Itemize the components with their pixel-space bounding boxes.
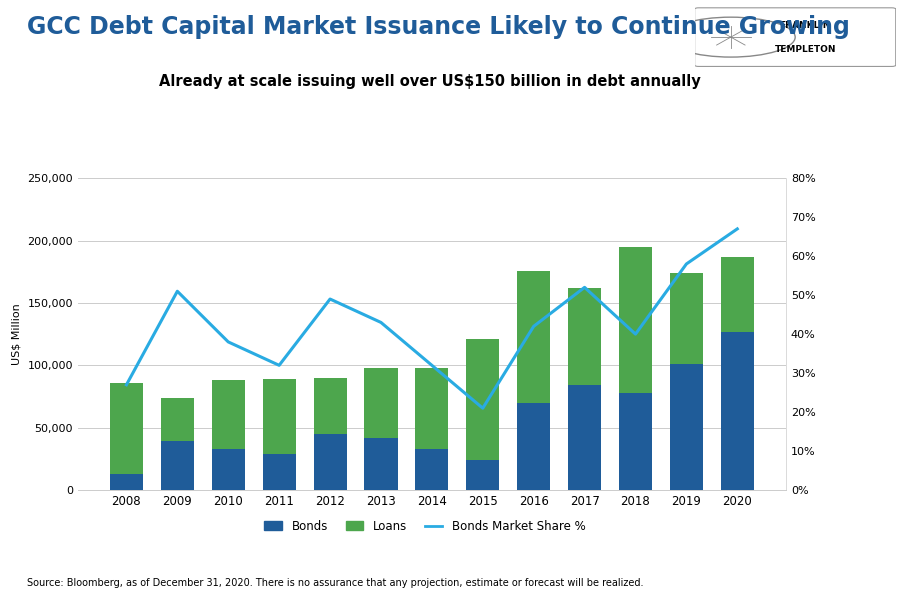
Bar	[721, 331, 754, 490]
Text: FRANKLIN: FRANKLIN	[780, 21, 831, 30]
Bar	[161, 398, 194, 441]
Bar	[568, 386, 601, 490]
Bar	[721, 257, 754, 331]
Bar	[517, 270, 550, 403]
Bar	[466, 339, 499, 460]
Bar	[415, 449, 449, 490]
Bar	[262, 379, 296, 454]
Bar	[568, 288, 601, 386]
Bar	[365, 438, 398, 490]
Bar	[212, 449, 245, 490]
Bar	[466, 460, 499, 490]
Text: Already at scale issuing well over US$150 billion in debt annually: Already at scale issuing well over US$15…	[159, 74, 700, 89]
Bar	[110, 383, 143, 474]
Bar	[314, 434, 346, 490]
Bar	[314, 378, 346, 434]
Y-axis label: US$ Million: US$ Million	[12, 304, 22, 365]
Legend: Bonds, Loans, Bonds Market Share %: Bonds, Loans, Bonds Market Share %	[260, 515, 590, 538]
Bar	[212, 380, 245, 449]
Bar	[619, 247, 652, 393]
Bar	[365, 368, 398, 438]
Bar	[415, 368, 449, 449]
Bar	[161, 441, 194, 490]
Text: GCC Debt Capital Market Issuance Likely to Continue Growing: GCC Debt Capital Market Issuance Likely …	[27, 15, 850, 39]
Bar	[670, 364, 703, 490]
Bar	[619, 393, 652, 490]
Bar	[670, 273, 703, 364]
Bar	[517, 403, 550, 490]
Text: Source: Bloomberg, as of December 31, 2020. There is no assurance that any proje: Source: Bloomberg, as of December 31, 20…	[27, 578, 644, 588]
Bar	[262, 454, 296, 490]
FancyBboxPatch shape	[695, 8, 896, 67]
Bar	[110, 474, 143, 490]
Text: TEMPLETON: TEMPLETON	[774, 45, 836, 54]
